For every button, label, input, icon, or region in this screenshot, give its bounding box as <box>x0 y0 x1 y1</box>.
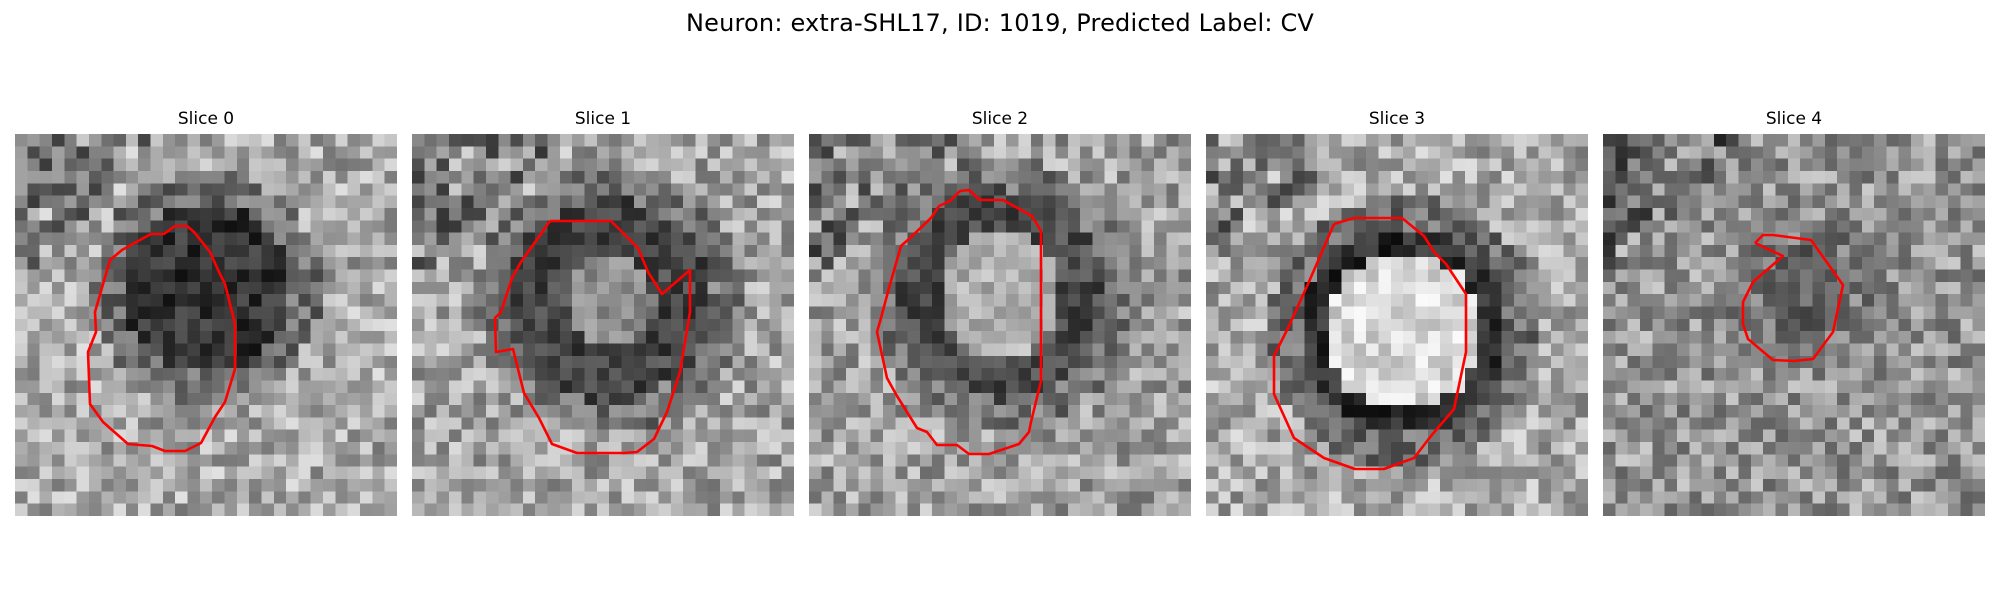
slice-image-0 <box>15 134 397 516</box>
contour-line-3 <box>1272 216 1468 471</box>
slice-panel-4: Slice 4 <box>1603 107 1985 516</box>
slice-title-3: Slice 3 <box>1368 109 1426 129</box>
grayscale-pixels-3 <box>1206 134 1588 516</box>
slice-title-2: Slice 2 <box>971 109 1029 129</box>
contour-overlay-3 <box>1272 216 1468 471</box>
slice-panel-3: Slice 3 <box>1206 107 1588 516</box>
contour-overlay-1 <box>493 219 692 455</box>
grayscale-pixels-4 <box>1603 134 1985 516</box>
contour-line-1 <box>493 219 692 455</box>
contour-line-4 <box>1741 233 1845 363</box>
grayscale-pixels-0 <box>15 134 397 516</box>
slice-image-3 <box>1206 134 1588 516</box>
grayscale-pixels-2 <box>809 134 1191 516</box>
contour-overlay-2 <box>875 188 1043 456</box>
slice-image-4 <box>1603 134 1985 516</box>
contour-line-2 <box>875 188 1043 456</box>
slice-panel-2: Slice 2 <box>809 107 1191 516</box>
contour-overlay-4 <box>1741 233 1845 363</box>
figure-title: Neuron: extra-SHL17, ID: 1019, Predicted… <box>685 9 1315 37</box>
slice-title-4: Slice 4 <box>1765 109 1823 129</box>
slice-image-2 <box>809 134 1191 516</box>
slice-image-1 <box>412 134 794 516</box>
contour-line-0 <box>86 224 237 453</box>
slice-title-0: Slice 0 <box>177 109 235 129</box>
slice-panel-1: Slice 1 <box>412 107 794 516</box>
slice-title-1: Slice 1 <box>574 109 632 129</box>
slice-panel-0: Slice 0 <box>15 107 397 516</box>
contour-overlay-0 <box>86 224 237 453</box>
